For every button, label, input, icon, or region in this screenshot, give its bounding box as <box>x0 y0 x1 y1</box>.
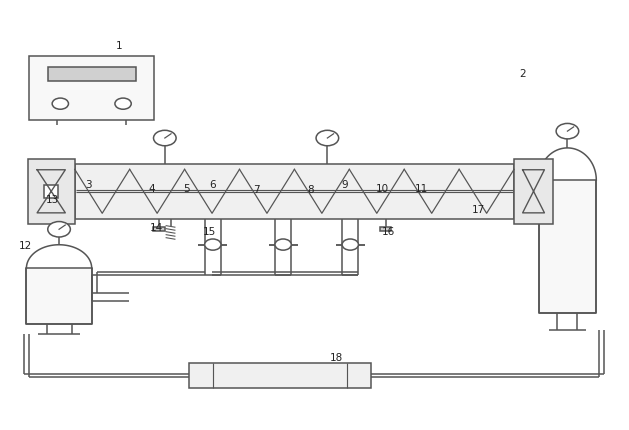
Text: 12: 12 <box>19 241 33 251</box>
Bar <box>153 227 165 231</box>
Bar <box>48 68 136 82</box>
Circle shape <box>48 222 70 237</box>
Text: 9: 9 <box>342 179 348 189</box>
Bar <box>75 164 514 219</box>
Text: 6: 6 <box>209 179 216 189</box>
Circle shape <box>275 240 291 251</box>
Bar <box>538 181 596 313</box>
Bar <box>26 269 92 324</box>
Text: 11: 11 <box>415 184 428 194</box>
Bar <box>325 174 336 185</box>
Circle shape <box>204 240 221 251</box>
Text: 16: 16 <box>382 226 395 236</box>
Text: 8: 8 <box>307 184 313 194</box>
Circle shape <box>52 99 69 110</box>
Bar <box>28 159 75 224</box>
Text: 3: 3 <box>86 179 92 189</box>
Text: 10: 10 <box>376 184 389 194</box>
Bar <box>514 159 553 224</box>
Bar <box>45 185 58 198</box>
Text: 2: 2 <box>520 68 526 79</box>
Text: 5: 5 <box>183 184 190 194</box>
Text: 7: 7 <box>253 184 260 194</box>
Bar <box>189 363 371 389</box>
Bar <box>29 57 155 121</box>
Circle shape <box>153 131 176 147</box>
Circle shape <box>115 99 131 110</box>
Text: 18: 18 <box>330 352 343 362</box>
Text: 14: 14 <box>150 223 163 233</box>
Circle shape <box>342 240 359 251</box>
Text: 13: 13 <box>46 195 59 205</box>
Circle shape <box>556 124 579 140</box>
Circle shape <box>316 131 338 147</box>
Text: 15: 15 <box>203 226 216 236</box>
Text: 17: 17 <box>472 205 486 215</box>
Bar <box>380 227 391 231</box>
Text: 4: 4 <box>148 184 155 194</box>
Text: 1: 1 <box>115 41 122 51</box>
